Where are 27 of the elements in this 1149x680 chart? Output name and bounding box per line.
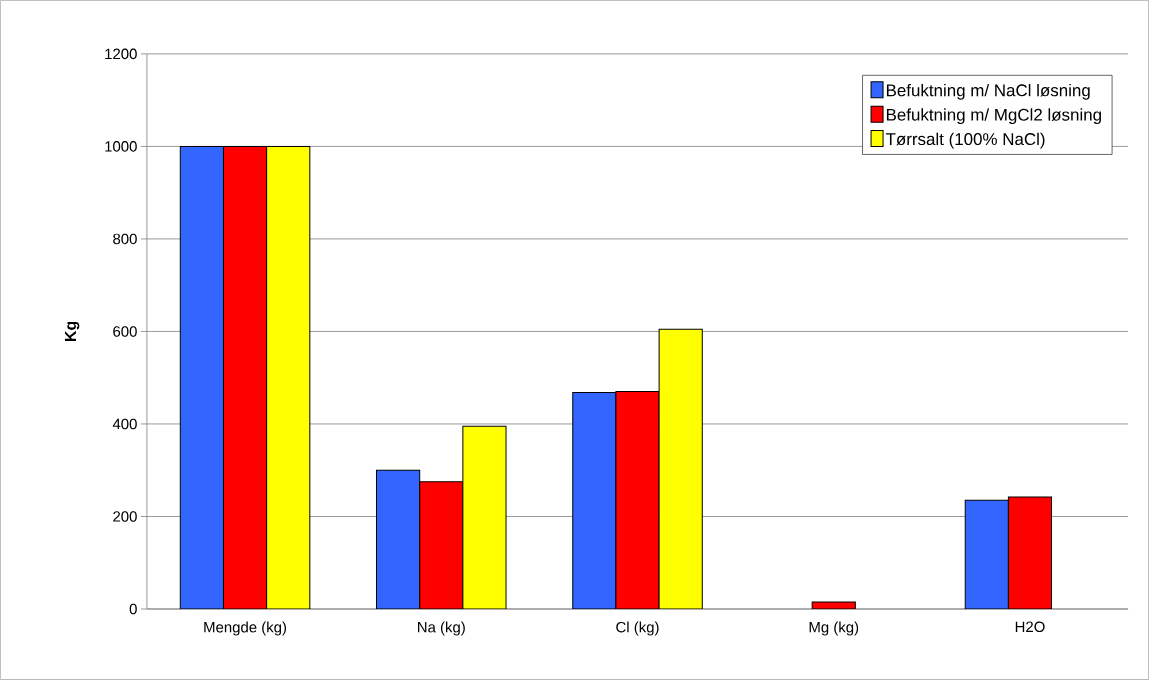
x-tick-label: H2O xyxy=(1015,621,1045,633)
legend-label: Tørrsalt (100% NaCl) xyxy=(885,132,1045,149)
bar xyxy=(179,145,224,610)
x-tick-label: Mengde (kg) xyxy=(204,621,287,636)
y-tick-label: 0 xyxy=(129,603,137,615)
bar xyxy=(658,328,703,610)
x-tick-label: Cl (kg) xyxy=(616,621,659,636)
y-tick-label: 400 xyxy=(112,418,137,430)
bar xyxy=(376,469,421,610)
y-tick-label: 200 xyxy=(113,511,137,522)
legend-label: Befuktning m/ NaCl løsning xyxy=(886,83,1090,100)
bar xyxy=(572,392,617,610)
bar xyxy=(615,391,660,610)
y-tick-label: 1200 xyxy=(105,48,137,60)
x-tick-label: Mg (kg) xyxy=(809,621,859,636)
bar xyxy=(266,145,311,610)
bar xyxy=(1007,496,1053,610)
y-tick-label: 1000 xyxy=(105,141,137,152)
y-axis-title: Kg xyxy=(64,321,80,342)
bar xyxy=(462,425,507,610)
y-tick-label: 800 xyxy=(113,233,137,245)
bar xyxy=(222,145,268,610)
x-tick-label: Na (kg) xyxy=(418,621,465,636)
bar xyxy=(419,481,464,610)
y-tick-label: 600 xyxy=(113,326,137,337)
legend-label: Befuktning m/ MgCl2 løsning xyxy=(886,108,1101,125)
bar xyxy=(964,499,1009,610)
